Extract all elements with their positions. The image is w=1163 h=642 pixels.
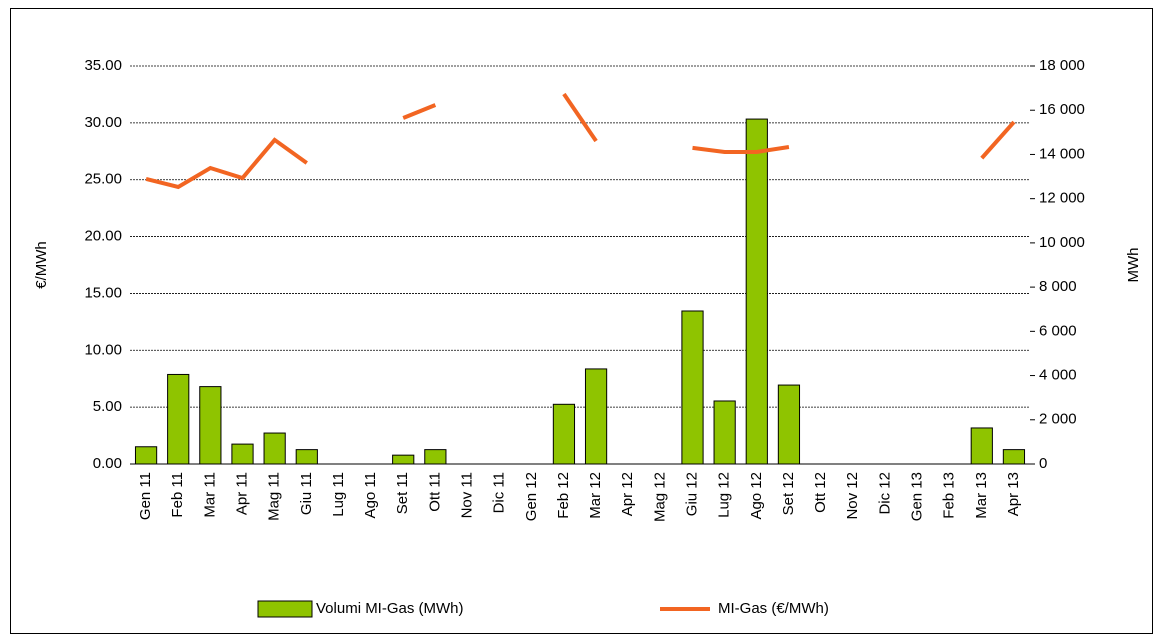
y-tick-label: 25.00 [84, 171, 122, 188]
bar [231, 443, 254, 465]
bar [167, 373, 190, 465]
x-tick-label: Giu 12 [683, 472, 700, 516]
bar [295, 449, 318, 465]
y-tick-label: 20.00 [84, 228, 122, 245]
x-tick-label: Set 11 [394, 472, 411, 514]
bar [970, 427, 993, 465]
bar [424, 449, 447, 465]
bar [392, 454, 415, 465]
bar [552, 403, 576, 465]
x-tick-label: Dic 12 [876, 472, 893, 515]
x-tick-label: Mag 12 [651, 472, 668, 522]
bar [745, 118, 768, 465]
x-tick-label: Giu 11 [298, 472, 315, 515]
y-tick-label: 5.00 [93, 398, 122, 415]
x-tick-label: Lug 11 [330, 472, 347, 517]
y2-tick-label: 10 000 [1039, 234, 1085, 251]
bar [199, 386, 222, 465]
legend-label: MI-Gas (€/MWh) [718, 600, 829, 617]
bar [681, 310, 704, 465]
x-tick-label: Ott 12 [812, 472, 829, 513]
x-tick-label: Gen 12 [523, 472, 540, 521]
legend-swatch [257, 600, 313, 618]
x-tick-label: Ott 11 [426, 472, 443, 512]
x-tick-label: Apr 11 [233, 472, 250, 515]
x-tick-label: Nov 12 [844, 472, 861, 520]
x-tick-label: Lug 12 [716, 472, 733, 518]
y-tick-label: 30.00 [84, 114, 122, 131]
y2-tick-label: 16 000 [1039, 101, 1085, 118]
x-tick-label: Set 12 [780, 472, 797, 515]
bar [777, 384, 801, 465]
y-tick-label: 15.00 [84, 284, 122, 301]
line [692, 144, 790, 154]
line [145, 137, 308, 190]
line [980, 120, 1016, 160]
x-tick-label: Ago 12 [748, 472, 765, 520]
y2-tick-label: 12 000 [1039, 190, 1085, 207]
bar [134, 446, 158, 465]
line [402, 103, 437, 120]
y-axis-label: €/MWh [33, 241, 50, 289]
x-tick-label: Ago 11 [362, 472, 379, 518]
y-tick-label: 0.00 [93, 455, 122, 472]
x-tick-label: Mag 11 [266, 472, 283, 521]
bar [584, 368, 608, 465]
y2-axis-label: MWh [1125, 248, 1142, 283]
y2-tick-label: 8 000 [1039, 278, 1077, 295]
y-tick-label: 35.00 [84, 57, 122, 74]
y2-tick-label: 0 [1039, 455, 1047, 472]
y2-tick-label: 14 000 [1039, 145, 1085, 162]
chart-border [10, 8, 1153, 634]
x-tick-label: Apr 13 [1005, 472, 1022, 516]
y2-tick-label: 6 000 [1039, 322, 1077, 339]
y2-tick-label: 4 000 [1039, 367, 1077, 384]
x-tick-label: Feb 12 [555, 472, 572, 519]
bar [1002, 449, 1026, 465]
x-tick-label: Mar 11 [201, 472, 218, 518]
bar [263, 432, 286, 465]
x-tick-label: Feb 11 [169, 472, 186, 518]
x-tick-label: Mar 13 [973, 472, 990, 519]
x-tick-label: Dic 11 [491, 472, 508, 513]
legend-label: Volumi MI-Gas (MWh) [316, 600, 464, 617]
x-tick-label: Mar 12 [587, 472, 604, 519]
x-tick-label: Gen 13 [908, 472, 925, 521]
y-tick-label: 10.00 [84, 341, 122, 358]
x-tick-label: Nov 11 [458, 472, 475, 518]
x-tick-label: Gen 11 [137, 472, 154, 520]
y2-tick-label: 18 000 [1039, 57, 1085, 74]
y2-tick-label: 2 000 [1039, 411, 1077, 428]
bar [713, 400, 736, 465]
line [562, 92, 598, 143]
x-tick-label: Feb 13 [941, 472, 958, 519]
x-tick-label: Apr 12 [619, 472, 636, 516]
